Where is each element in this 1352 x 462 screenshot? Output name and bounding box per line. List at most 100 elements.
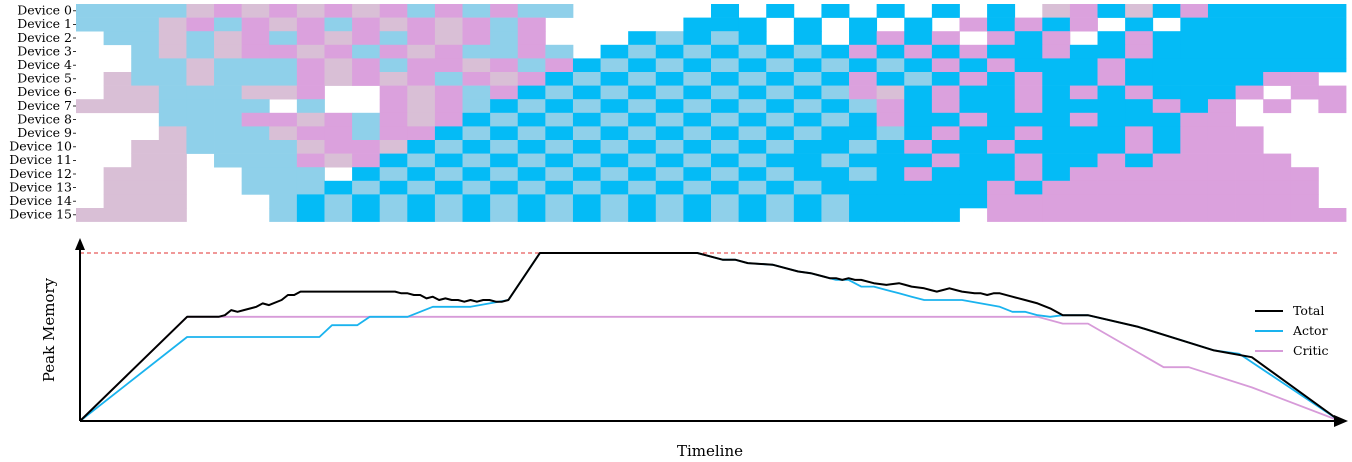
heatmap-block-device-4-34 (1069, 58, 1098, 73)
heatmap-block-device-7-14 (600, 99, 629, 114)
heatmap-block-device-9-35 (1125, 126, 1154, 141)
heatmap-block-device-4-14 (517, 58, 546, 73)
heatmap-block-device-10-18 (628, 140, 657, 154)
heatmap-block-device-9-24 (821, 126, 850, 141)
heatmap-block-device-12-27 (959, 167, 988, 182)
heatmap-block-device-13-34 (1152, 180, 1181, 195)
heatmap-block-device-1-23 (1042, 17, 1071, 32)
heatmap-block-device-7-37 (1263, 99, 1292, 114)
heatmap-block-device-9-25 (849, 126, 878, 141)
heatmap-block-device-7-8 (434, 99, 463, 114)
heatmap-block-device-6-10 (434, 85, 463, 100)
heatmap-block-device-10-21 (711, 140, 740, 154)
heatmap-block-device-9-0 (158, 126, 187, 141)
heatmap-block-device-13-31 (1069, 180, 1098, 195)
heatmap-block-device-15-23 (876, 208, 905, 222)
heatmap-block-device-8-20 (711, 112, 740, 127)
heatmap-block-device-5-34 (1042, 72, 1071, 86)
heatmap-block-device-14-31 (1097, 194, 1126, 209)
y-axis-arrowhead (75, 238, 85, 250)
heatmap-block-device-13-36 (1207, 180, 1236, 195)
y-axis-label: Peak Memory (40, 277, 58, 382)
heatmap-block-device-1-21 (987, 17, 1016, 32)
heatmap-block-device-2-19 (711, 31, 740, 46)
heatmap-block-device-4-3 (214, 58, 243, 73)
heatmap-block-device-1-26 (1180, 17, 1347, 32)
heatmap-block-device-1-14 (517, 17, 546, 32)
heatmap-block-device-10-28 (904, 140, 933, 154)
heatmap-block-device-8-38 (1207, 112, 1236, 127)
heatmap-block-device-8-35 (1125, 112, 1154, 127)
heatmap-block-device-11-2 (214, 153, 243, 168)
heatmap-block-device-1-9 (379, 17, 408, 32)
heatmap-block-device-12-24 (876, 167, 905, 182)
heatmap-block-device-11-33 (1069, 153, 1098, 168)
heatmap-block-device-13-11 (517, 180, 546, 195)
heatmap-block-device-14-36 (1235, 194, 1264, 209)
heatmap-block-device-12-12 (545, 167, 574, 182)
heatmap-block-device-0-22 (1097, 4, 1126, 18)
heatmap-block-device-14-10 (517, 194, 546, 209)
heatmap-block-device-12-31 (1069, 167, 1098, 182)
line-series-group (79, 252, 1341, 422)
heatmap-block-device-6-15 (572, 85, 601, 100)
heatmap-block-device-4-28 (904, 58, 933, 73)
heatmap-block-device-0-24 (1152, 4, 1181, 18)
heatmap-block-device-9-16 (600, 126, 629, 141)
heatmap-block-device-2-9 (352, 31, 381, 46)
heatmap-block-device-12-36 (1207, 167, 1236, 182)
heatmap-block-device-6-37 (1180, 85, 1209, 100)
heatmap-block-device-5-29 (904, 72, 933, 86)
heatmap-block-device-4-11 (434, 58, 463, 73)
heatmap-block-device-5-6 (269, 72, 298, 86)
heatmap-block-device-5-9 (352, 72, 381, 86)
heatmap-block-device-14-22 (849, 194, 878, 209)
heatmap-block-device-3-19 (683, 44, 712, 59)
heatmap-block-device-0-26 (1207, 4, 1236, 18)
heatmap-block-device-11-20 (711, 153, 740, 168)
heatmap-block-device-7-28 (987, 99, 1016, 114)
heatmap-block-device-3-4 (241, 44, 270, 59)
heatmap-block-device-7-25 (904, 99, 933, 114)
heatmap-block-device-8-29 (959, 112, 988, 127)
device-label-7: Device 7 (17, 98, 72, 113)
heatmap-block-device-12-19 (738, 167, 767, 182)
heatmap-block-device-10-36 (1125, 140, 1154, 154)
heatmap-block-device-4-23 (766, 58, 795, 73)
heatmap-block-device-15-33 (1180, 208, 1209, 222)
heatmap-block-device-2-2 (158, 31, 187, 46)
heatmap-block-device-8-5 (296, 112, 325, 127)
heatmap-block-device-11-14 (545, 153, 574, 168)
heatmap-block-device-2-20 (738, 31, 767, 46)
device-label-10: Device 10 (9, 139, 72, 154)
heatmap-block-device-12-20 (766, 167, 795, 182)
peak-memory-line-chart: Timeline Peak Memory Total Actor Critic (40, 238, 1348, 460)
heatmap-block-device-11-30 (987, 153, 1016, 168)
heatmap-block-device-3-31 (1014, 44, 1043, 59)
heatmap-block-device-13-30 (1042, 180, 1071, 195)
heatmap-block-device-15-13 (600, 208, 629, 222)
heatmap-block-device-7-27 (959, 99, 988, 114)
heatmap-block-device-15-8 (462, 208, 491, 222)
heatmap-block-device-7-35 (1180, 99, 1209, 114)
heatmap-block-device-2-32 (1180, 31, 1347, 46)
heatmap-block-device-5-23 (738, 72, 767, 86)
heatmap-block-device-13-38 (1263, 180, 1292, 195)
heatmap-block-device-8-17 (628, 112, 657, 127)
heatmap-block-device-9-31 (1014, 126, 1043, 141)
heatmap-block-device-15-10 (517, 208, 546, 222)
heatmap-block-device-1-4 (241, 17, 270, 32)
heatmap-block-device-8-2 (214, 112, 243, 127)
heatmap-block-device-9-29 (959, 126, 988, 141)
heatmap-block-device-15-18 (738, 208, 767, 222)
heatmap-block-device-12-23 (849, 167, 878, 182)
heatmap-block-device-0-1 (186, 4, 215, 18)
device-label-5: Device 5 (17, 71, 72, 86)
heatmap-block-device-0-7 (352, 4, 381, 18)
heatmap-block-device-14-3 (324, 194, 353, 209)
heatmap-block-device-2-31 (1152, 31, 1181, 46)
heatmap-block-device-3-14 (517, 44, 546, 59)
heatmap-block-device-7-10 (490, 99, 519, 114)
heatmap-block-device-5-21 (683, 72, 712, 86)
heatmap-block-device-5-40 (1290, 72, 1319, 86)
